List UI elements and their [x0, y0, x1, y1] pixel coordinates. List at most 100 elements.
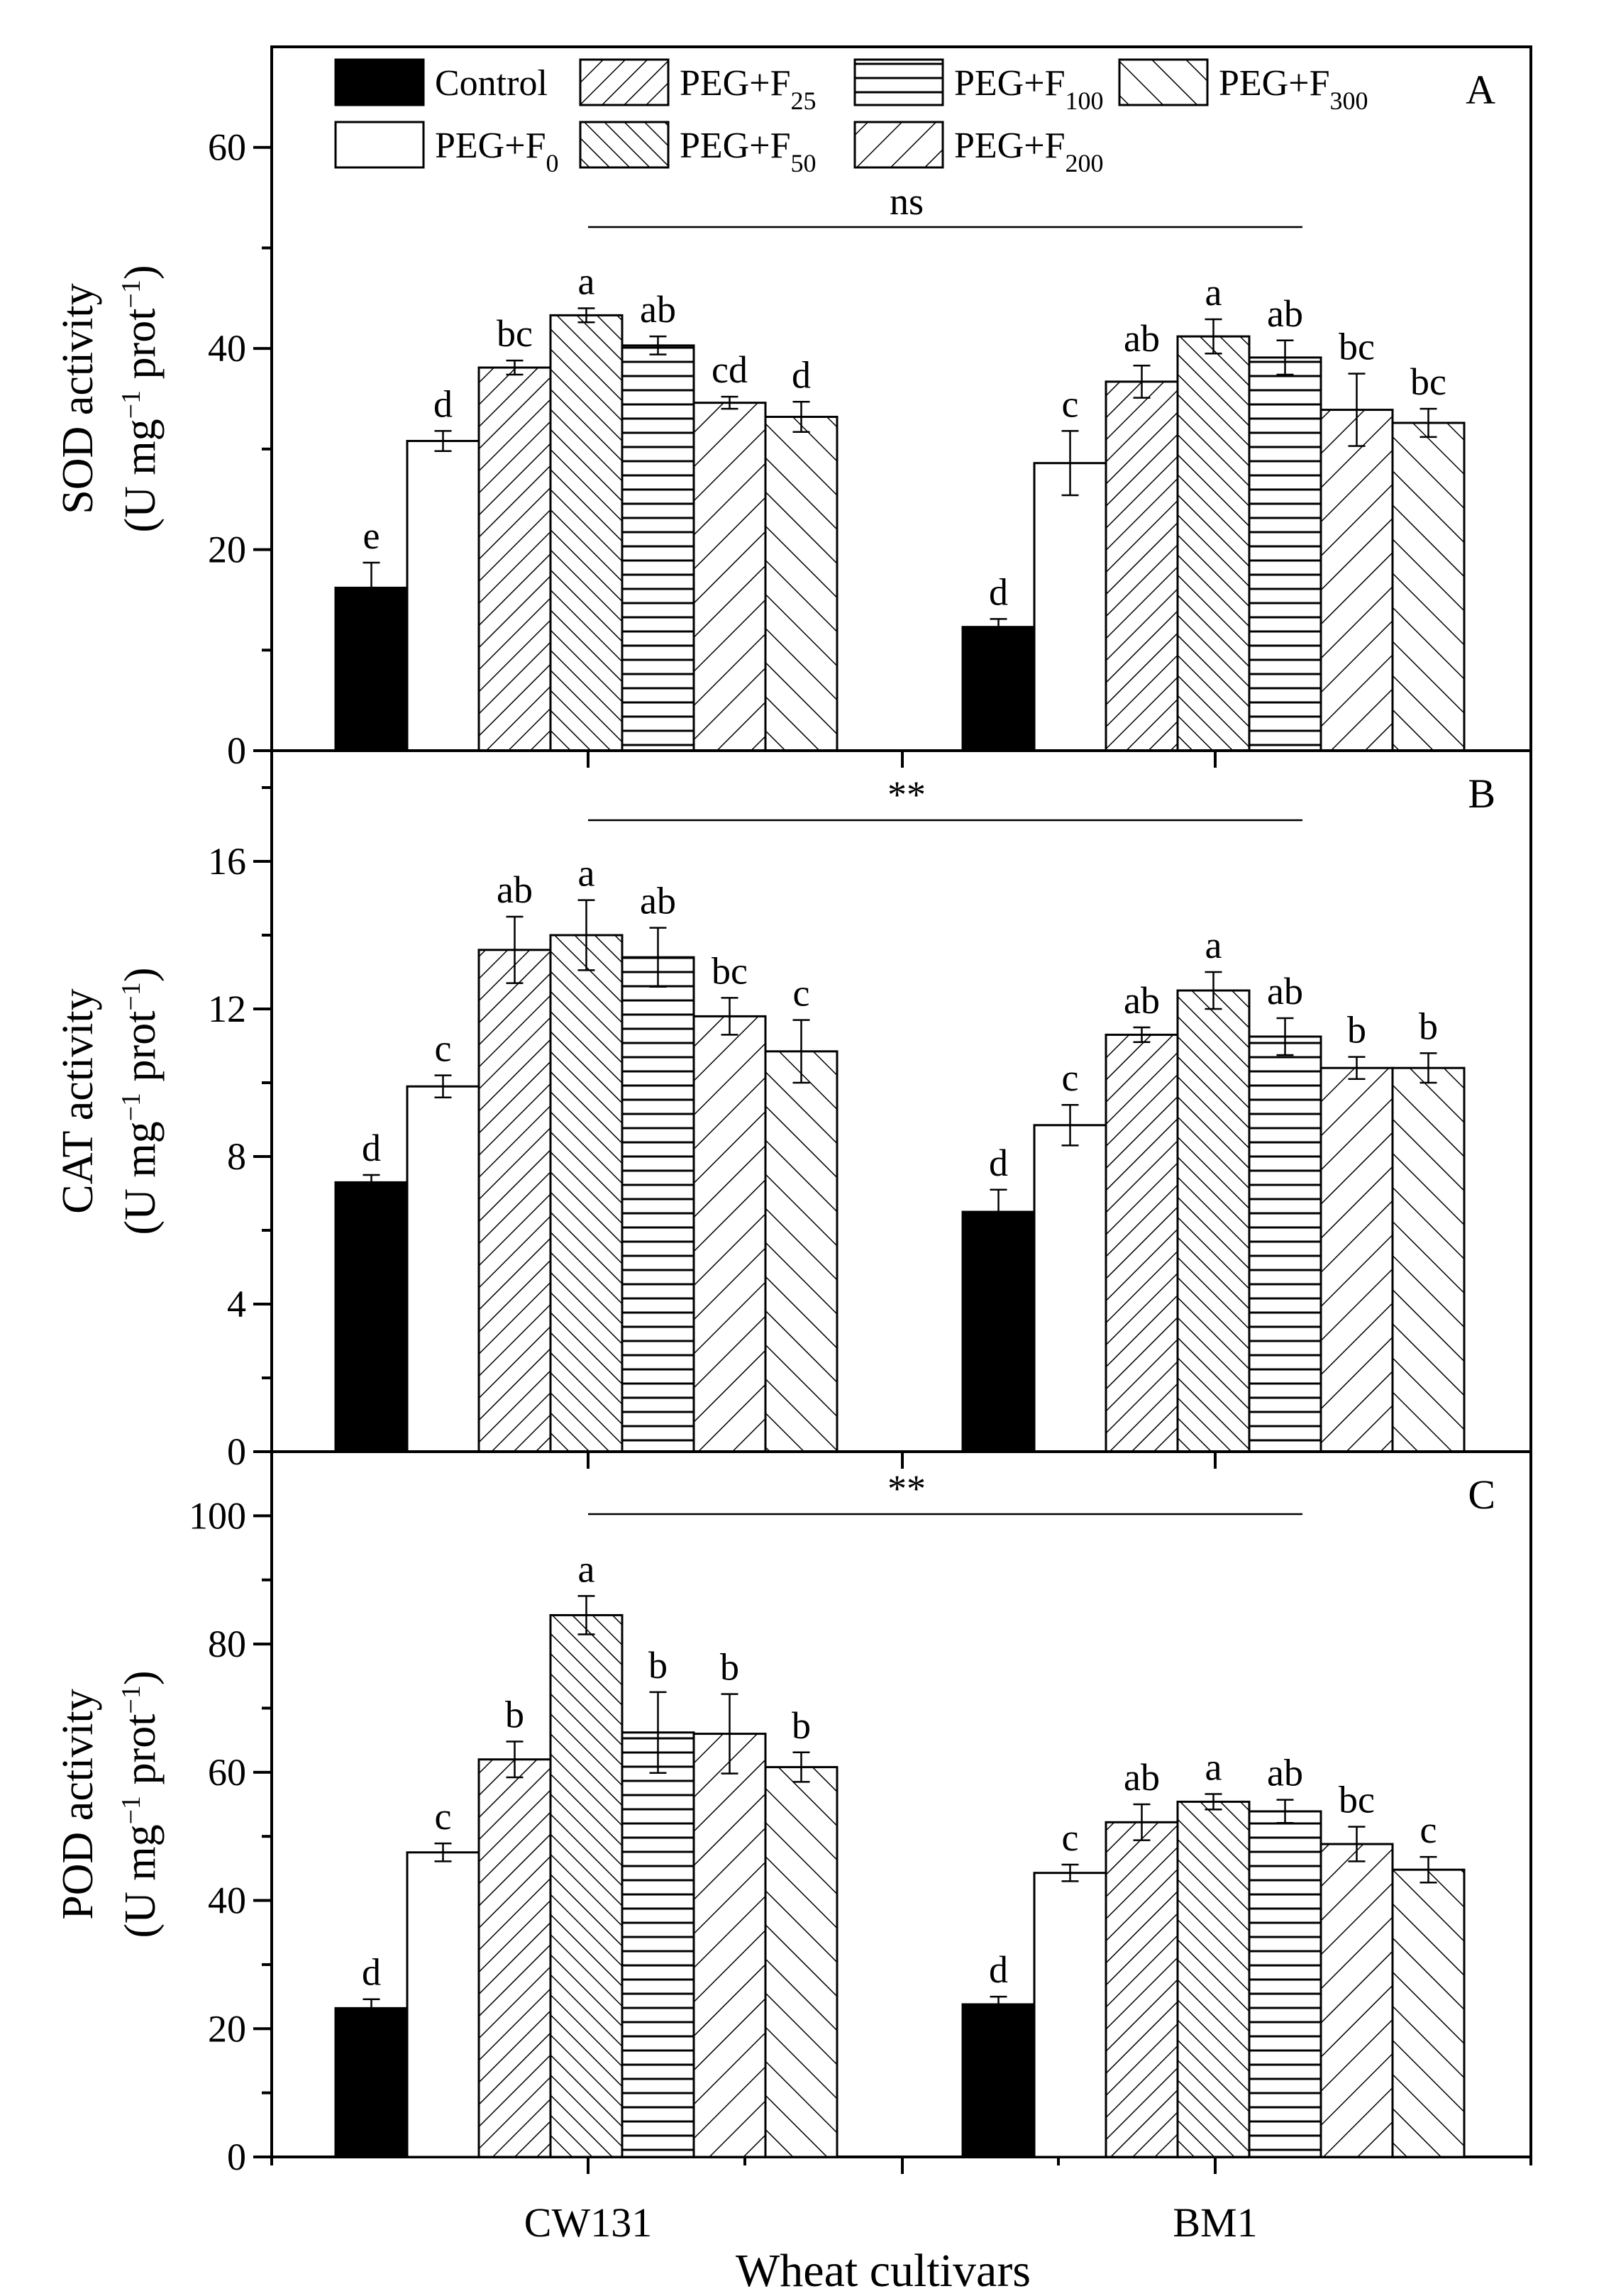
y-tick-label: 0 — [227, 1430, 246, 1473]
legend-label: PEG+F0 — [435, 126, 558, 177]
y-axis-unit-part: −1 — [116, 1685, 146, 1713]
bar — [1105, 1033, 1179, 1453]
significance-letter: d — [362, 1951, 381, 1994]
significance-letter: a — [1205, 1746, 1222, 1789]
y-axis-unit-part: −1 — [116, 280, 146, 308]
x-category-label: BM1 — [1173, 2200, 1257, 2246]
significance-letter: a — [578, 1547, 595, 1590]
y-axis-unit-part: −1 — [116, 1093, 146, 1121]
significance-letter: ab — [640, 880, 676, 922]
legend-label: PEG+F300 — [1219, 63, 1368, 115]
bar — [1105, 1821, 1179, 2158]
significance-letter: ab — [1124, 317, 1160, 360]
legend-label-sub: 25 — [790, 87, 816, 115]
bar — [1319, 409, 1394, 752]
y-tick-label: 100 — [189, 1494, 246, 1537]
y-axis-title: SOD activity — [54, 283, 102, 514]
y-axis-unit-part: ) — [116, 967, 165, 982]
bar — [1391, 1868, 1466, 2158]
y-axis-unit-part: (U mg — [116, 1121, 165, 1235]
significance-letter: b — [792, 1704, 811, 1747]
y-tick-label: 20 — [208, 529, 246, 571]
bar — [1176, 1800, 1251, 2158]
significance-letter: a — [578, 260, 595, 302]
legend-label-sub: 50 — [790, 149, 816, 177]
y-axis-unit-part: (U mg — [116, 1824, 165, 1938]
bar — [1033, 1872, 1107, 2158]
y-tick-label: 40 — [208, 327, 246, 370]
legend-label: PEG+F25 — [680, 63, 816, 115]
significance-letter: c — [1062, 382, 1079, 425]
significance-letter: bc — [497, 312, 533, 355]
legend-label-sub: 0 — [546, 149, 558, 177]
bar — [1391, 421, 1466, 752]
significance-letter: ab — [497, 868, 533, 911]
significance-letter: a — [578, 852, 595, 895]
legend-label-base: PEG+F — [954, 126, 1065, 166]
significance-letter: c — [793, 972, 810, 1015]
bar — [692, 1015, 767, 1453]
y-axis-unit-part: prot — [116, 309, 165, 390]
bar — [1176, 335, 1251, 752]
x-category-label: CW131 — [524, 2200, 652, 2246]
bar — [764, 1050, 839, 1453]
significance-letter: ab — [1267, 1752, 1303, 1794]
bar — [1248, 1035, 1322, 1453]
significance-letter: d — [989, 570, 1008, 613]
bar — [334, 586, 409, 752]
legend-swatch — [579, 121, 670, 169]
significance-letter: ab — [1124, 1756, 1160, 1799]
significance-letter: bc — [1410, 360, 1446, 403]
y-axis-unit-part: prot — [116, 1011, 165, 1093]
significance-letter: b — [720, 1646, 739, 1689]
bar — [1319, 1843, 1394, 2158]
legend-swatch — [853, 58, 944, 106]
bar — [406, 440, 480, 752]
y-axis-unit-part: −1 — [116, 390, 146, 419]
y-tick-label: 0 — [227, 729, 246, 772]
bar — [621, 956, 695, 1453]
y-axis-unit-part: (U mg — [116, 419, 165, 532]
panel-label: A — [1466, 67, 1495, 113]
y-tick-label: 12 — [208, 988, 246, 1030]
y-tick-label: 8 — [227, 1135, 246, 1178]
significance-letter: ab — [1267, 292, 1303, 335]
bar — [1391, 1066, 1466, 1453]
significance-letter: d — [792, 353, 811, 396]
y-axis-unit: (U mg−1 prot−1) — [116, 265, 165, 532]
legend-label: Control — [435, 63, 548, 104]
significance-letter: b — [1347, 1009, 1366, 1052]
bar — [692, 1733, 767, 2158]
bar — [334, 2007, 409, 2158]
legend-label-sub: 200 — [1065, 149, 1103, 177]
y-tick-label: 20 — [208, 2007, 246, 2050]
y-tick-label: 4 — [227, 1283, 246, 1325]
bar — [1033, 462, 1107, 752]
significance-letter: bc — [1339, 326, 1375, 368]
bar — [406, 1085, 480, 1453]
y-axis-unit-part: −1 — [116, 982, 146, 1010]
bar — [621, 1731, 695, 2158]
y-axis-unit-part: ) — [116, 1670, 165, 1685]
legend-label-sub: 100 — [1065, 87, 1103, 115]
y-axis-unit: (U mg−1 prot−1) — [116, 967, 165, 1235]
bar — [692, 402, 767, 752]
y-axis-unit: (U mg−1 prot−1) — [116, 1670, 165, 1938]
y-axis-title: CAT activity — [54, 988, 102, 1213]
significance-letter: b — [1419, 1005, 1438, 1047]
significance-letter: e — [363, 514, 380, 557]
bar — [477, 366, 552, 752]
y-tick-label: 80 — [208, 1623, 246, 1665]
significance-letter: ab — [1124, 979, 1160, 1022]
bar — [764, 1766, 839, 2158]
significance-letter: d — [433, 382, 453, 425]
bar — [621, 344, 695, 752]
y-axis-unit-part: ) — [116, 265, 165, 280]
legend-label-base: PEG+F — [954, 63, 1065, 104]
legend-label-base: PEG+F — [680, 63, 790, 104]
bar — [764, 416, 839, 752]
legend: ControlPEG+F0PEG+F25PEG+F50PEG+F100PEG+F… — [334, 58, 1368, 177]
